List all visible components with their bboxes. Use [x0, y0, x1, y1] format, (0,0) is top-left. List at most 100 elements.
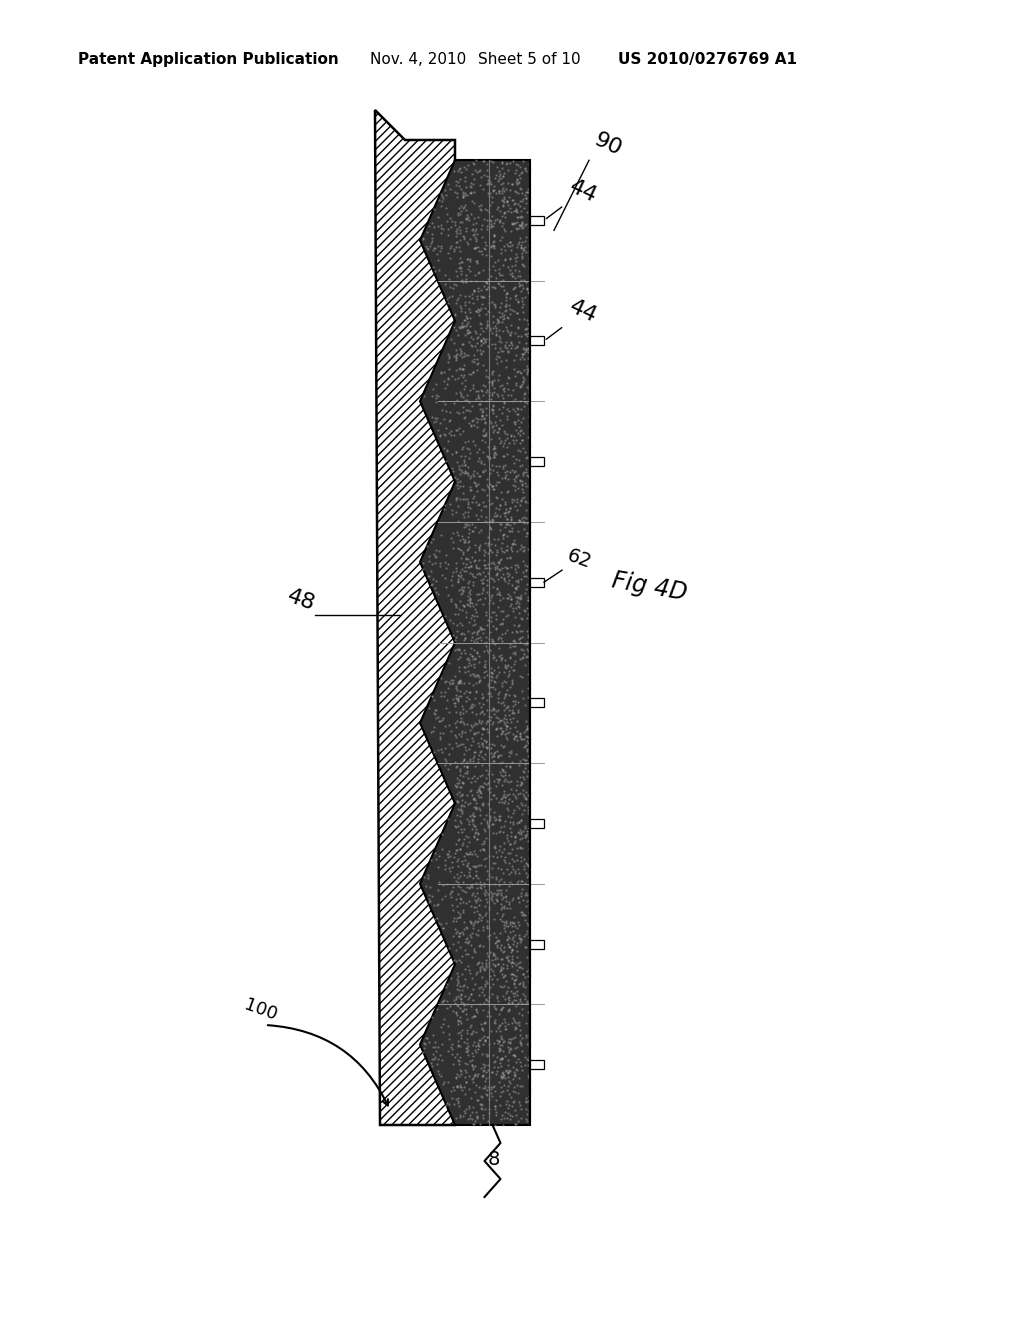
Point: [484, 360, 501, 381]
Point: [507, 982, 523, 1003]
Point: [502, 546, 518, 568]
Point: [470, 620, 486, 642]
Point: [490, 182, 507, 203]
Point: [471, 393, 487, 414]
Point: [450, 569, 466, 590]
Point: [498, 785, 514, 807]
Point: [497, 202, 513, 223]
Point: [502, 288, 518, 309]
Point: [490, 364, 507, 385]
Point: [495, 998, 511, 1019]
Point: [500, 1067, 516, 1088]
Point: [511, 822, 527, 843]
Point: [496, 781, 512, 803]
Point: [505, 391, 521, 412]
Point: [504, 700, 520, 721]
Point: [431, 259, 447, 280]
Point: [442, 754, 459, 775]
Point: [495, 766, 511, 787]
Point: [483, 363, 500, 384]
Point: [461, 858, 477, 879]
Point: [449, 986, 465, 1007]
Point: [508, 467, 524, 488]
Point: [521, 281, 538, 302]
Point: [415, 558, 431, 579]
Point: [481, 875, 498, 896]
Point: [500, 799, 516, 820]
Point: [483, 191, 500, 213]
Point: [512, 162, 528, 183]
Point: [474, 1065, 490, 1086]
Point: [519, 731, 536, 752]
Point: [416, 867, 432, 888]
Point: [459, 185, 475, 206]
Point: [490, 326, 507, 347]
Point: [504, 916, 520, 937]
Point: [500, 565, 516, 586]
Point: [464, 818, 480, 840]
Point: [481, 754, 498, 775]
Point: [440, 585, 457, 606]
Point: [459, 593, 475, 614]
Point: [492, 1015, 508, 1036]
Point: [458, 462, 474, 483]
Point: [512, 441, 528, 462]
Point: [495, 255, 511, 276]
Point: [505, 1007, 521, 1028]
Point: [505, 214, 521, 235]
Point: [434, 742, 451, 763]
Point: [432, 729, 449, 750]
Point: [479, 942, 496, 964]
Point: [475, 795, 492, 816]
Point: [466, 640, 482, 661]
Point: [496, 937, 512, 958]
Point: [447, 842, 464, 863]
Point: [455, 271, 471, 292]
Point: [483, 216, 500, 238]
Point: [459, 389, 475, 411]
Point: [441, 858, 458, 879]
Point: [521, 828, 538, 849]
Point: [494, 948, 510, 969]
Point: [464, 1109, 480, 1130]
Point: [510, 615, 526, 636]
Point: [458, 825, 474, 846]
Point: [499, 508, 515, 529]
Point: [488, 471, 505, 492]
Point: [473, 1085, 489, 1106]
Point: [505, 598, 521, 619]
Point: [476, 329, 493, 350]
Point: [516, 185, 532, 206]
Point: [441, 734, 458, 755]
Point: [518, 946, 535, 968]
Point: [427, 1040, 443, 1061]
Point: [508, 726, 524, 747]
Point: [498, 879, 514, 900]
Point: [465, 378, 481, 399]
Point: [465, 917, 481, 939]
Point: [461, 862, 477, 883]
Point: [452, 734, 468, 755]
Point: [450, 478, 466, 499]
Point: [494, 467, 510, 488]
Point: [456, 998, 472, 1019]
Point: [494, 1105, 510, 1126]
Point: [482, 182, 499, 203]
Point: [472, 409, 488, 430]
Point: [473, 1028, 489, 1049]
Point: [500, 235, 516, 256]
Point: [472, 199, 488, 220]
Point: [514, 647, 530, 668]
Point: [494, 722, 510, 743]
Point: [462, 962, 478, 983]
Point: [478, 215, 495, 236]
Point: [519, 317, 536, 338]
Point: [504, 488, 520, 510]
Point: [463, 395, 479, 416]
Point: [498, 1060, 514, 1081]
Point: [449, 182, 465, 203]
Point: [517, 1047, 534, 1068]
Point: [461, 960, 477, 981]
Point: [464, 1043, 480, 1064]
Point: [483, 206, 500, 227]
